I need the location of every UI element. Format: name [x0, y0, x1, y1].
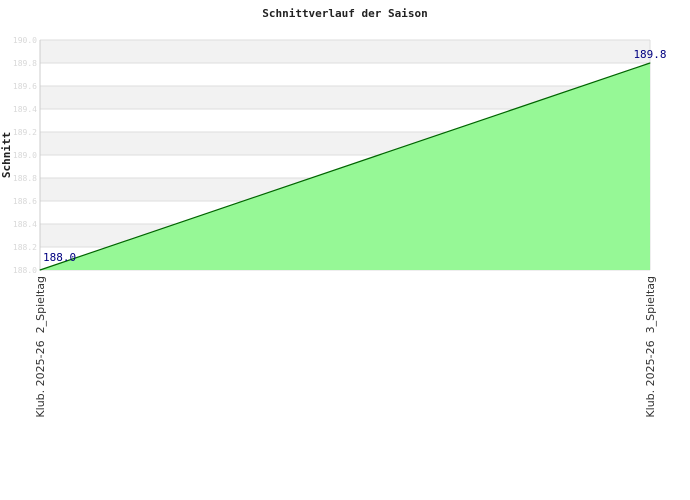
chart-title: Schnittverlauf der Saison	[262, 7, 428, 20]
y-tick-label: 188.0	[13, 266, 37, 275]
grid-band	[40, 40, 650, 63]
y-tick-label: 189.0	[13, 151, 37, 160]
y-tick-label: 188.6	[13, 197, 37, 206]
data-point	[649, 62, 651, 64]
y-tick-label: 188.4	[13, 220, 37, 229]
y-tick-label: 189.4	[13, 105, 37, 114]
data-point	[39, 269, 41, 271]
grid-band	[40, 63, 650, 86]
y-tick-label: 188.8	[13, 174, 37, 183]
x-tick-label: Klub. 2025-26 3_Spieltag	[644, 276, 657, 418]
data-label: 188.0	[43, 251, 76, 264]
y-tick-label: 190.0	[13, 36, 37, 45]
y-axis-label: Schnitt	[0, 132, 13, 178]
y-tick-label: 189.2	[13, 128, 37, 137]
y-tick-label: 189.8	[13, 59, 37, 68]
data-label: 189.8	[633, 48, 666, 61]
y-tick-label: 189.6	[13, 82, 37, 91]
grid-band	[40, 86, 650, 109]
series-line	[39, 62, 651, 271]
y-tick-label: 188.2	[13, 243, 37, 252]
x-tick-label: Klub. 2025-26 2_Spieltag	[34, 276, 47, 418]
